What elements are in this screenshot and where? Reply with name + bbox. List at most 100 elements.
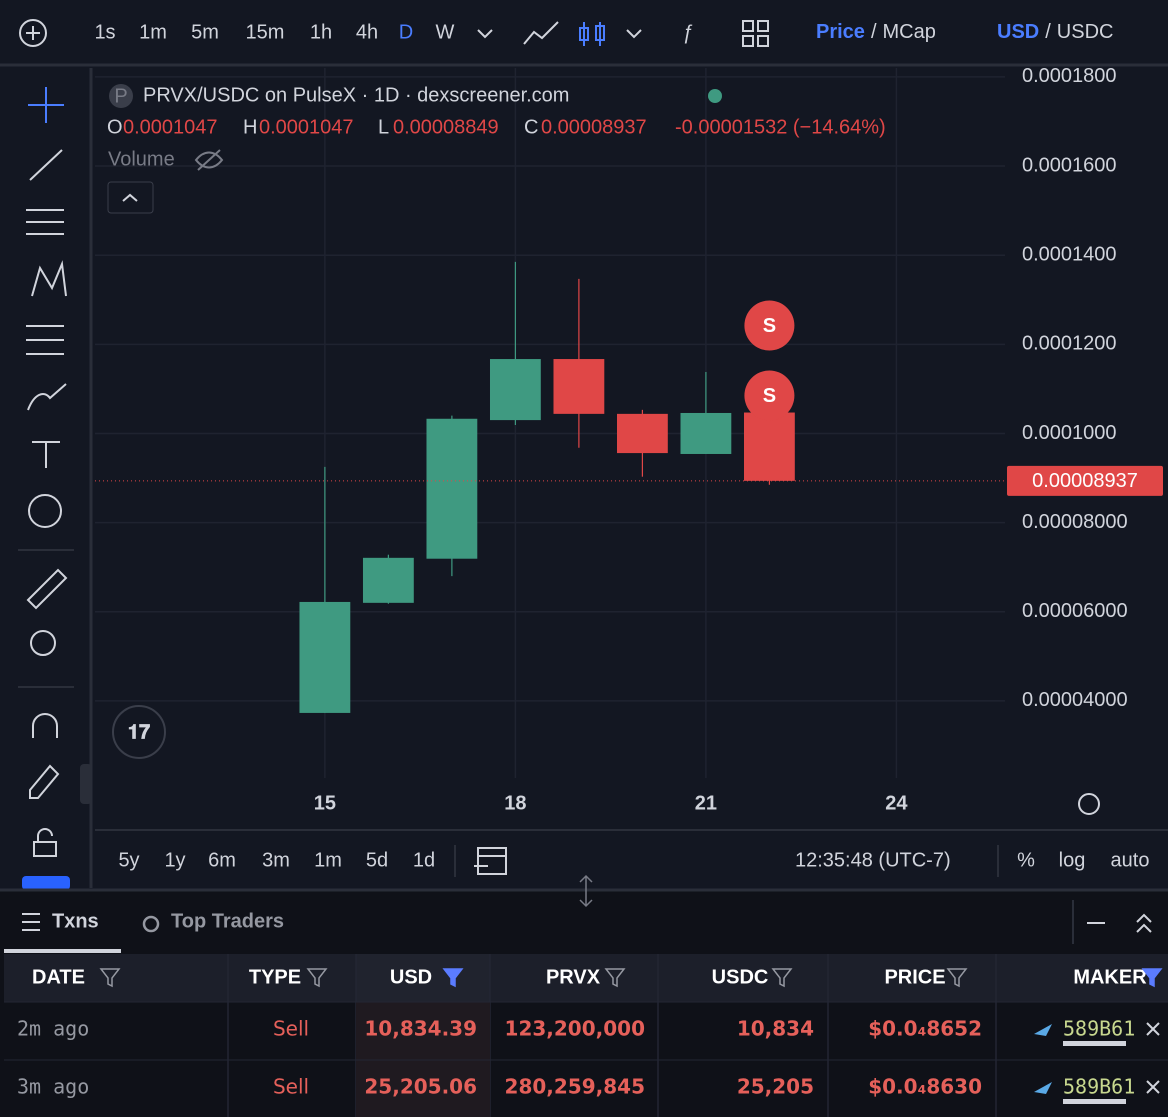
volume-label: Volume xyxy=(108,148,175,170)
hide-tool[interactable] xyxy=(22,876,70,890)
range-button[interactable]: 6m xyxy=(208,849,236,871)
x-tick-label: 24 xyxy=(885,792,908,814)
filter-icon[interactable] xyxy=(946,968,968,988)
magnet-tool[interactable] xyxy=(32,713,58,738)
y-tick-label: 0.0001400 xyxy=(1022,243,1117,265)
column-header[interactable]: USD xyxy=(390,966,432,988)
crosshair-tool[interactable] xyxy=(28,87,64,123)
fib-tool[interactable] xyxy=(26,209,64,235)
filter-icon[interactable] xyxy=(99,968,121,988)
text-tool[interactable] xyxy=(32,441,60,468)
collapse-toolbar[interactable] xyxy=(80,764,92,804)
scale-option[interactable]: log xyxy=(1059,849,1086,871)
range-button[interactable]: 1m xyxy=(314,849,342,871)
projection-tool[interactable] xyxy=(26,325,64,355)
legend-value: 0.00008937 xyxy=(541,116,647,138)
tab[interactable]: Top Traders xyxy=(171,910,284,932)
usdc-option[interactable]: USDC xyxy=(1057,21,1114,43)
brush-tool[interactable] xyxy=(27,383,67,411)
lock-drawing-tool[interactable] xyxy=(29,764,60,799)
range-button[interactable]: 5d xyxy=(366,849,388,871)
collapse-legend[interactable] xyxy=(107,181,154,214)
hide-volume-icon[interactable] xyxy=(194,149,224,171)
filter-icon[interactable] xyxy=(771,968,793,988)
tab[interactable]: Txns xyxy=(52,910,99,932)
price-mcap-toggle[interactable]: Price / MCap xyxy=(816,21,936,43)
add-icon[interactable] xyxy=(19,19,47,47)
transactions-panel xyxy=(0,890,1168,1117)
indicator-icon[interactable]: ƒ xyxy=(682,21,693,43)
dropdown-icon[interactable] xyxy=(477,29,493,39)
tv-logo[interactable] xyxy=(112,705,166,759)
column-header[interactable]: MAKER xyxy=(1073,966,1147,988)
chart-title: PRVX/USDC on PulseX · 1D · dexscreener.c… xyxy=(143,84,569,106)
lock-tool[interactable] xyxy=(33,828,57,857)
candle-body xyxy=(616,413,668,454)
interval-button[interactable]: D xyxy=(399,21,413,43)
usd-option[interactable]: USD xyxy=(997,21,1039,43)
range-button[interactable]: 1d xyxy=(413,849,435,871)
y-tick-label: 0.0001200 xyxy=(1022,333,1117,355)
filter-icon[interactable] xyxy=(604,968,626,988)
column-header[interactable]: TYPE xyxy=(249,966,301,988)
x-tick-label: 21 xyxy=(695,792,717,814)
dismiss-icon[interactable] xyxy=(1146,1022,1160,1036)
table-header xyxy=(4,954,1168,1002)
dismiss-icon[interactable] xyxy=(1146,1080,1160,1094)
last-price-tag xyxy=(1007,465,1163,496)
ruler-tool[interactable] xyxy=(26,568,68,610)
candle-body xyxy=(362,557,414,603)
trade-marker-label: S xyxy=(763,385,776,407)
scale-option[interactable]: % xyxy=(1017,849,1035,871)
drawing-toolbar xyxy=(0,68,90,888)
range-button[interactable]: 5y xyxy=(118,849,139,871)
symbol-icon-letter: P xyxy=(114,85,127,107)
scale-option[interactable]: auto xyxy=(1111,849,1150,871)
cell: Sell xyxy=(273,1075,309,1099)
usd-cell-bg xyxy=(356,1060,490,1117)
cell: 123,200,000 xyxy=(505,1017,645,1041)
trade-marker[interactable] xyxy=(744,300,795,351)
legend-key: O xyxy=(107,116,123,138)
filter-icon[interactable] xyxy=(1141,968,1163,988)
dropdown-icon[interactable] xyxy=(626,29,642,39)
currency-toggle[interactable]: USD / USDC xyxy=(997,21,1113,43)
trend-line-tool[interactable] xyxy=(29,149,63,181)
maker-bar xyxy=(1063,1041,1126,1046)
column-header[interactable]: DATE xyxy=(32,966,85,988)
resize-handle[interactable] xyxy=(579,874,593,908)
interval-button[interactable]: 5m xyxy=(191,21,219,43)
interval-button[interactable]: 1h xyxy=(310,21,332,43)
filter-icon[interactable] xyxy=(442,968,464,988)
column-header[interactable]: PRICE xyxy=(884,966,945,988)
filter-icon[interactable] xyxy=(306,968,328,988)
maximize-icon[interactable] xyxy=(1136,913,1152,933)
interval-button[interactable]: 1s xyxy=(94,21,115,43)
x-tick-label: 15 xyxy=(314,792,336,814)
legend-value: 0.0001047 xyxy=(259,116,354,138)
interval-button[interactable]: 4h xyxy=(356,21,378,43)
trade-marker-label: S xyxy=(763,315,776,337)
candle-icon[interactable] xyxy=(579,22,605,46)
collapse-icon xyxy=(122,193,138,202)
range-button[interactable]: 3m xyxy=(262,849,290,871)
maker-icon xyxy=(1034,1082,1052,1094)
line-chart-icon[interactable] xyxy=(523,21,559,45)
range-button[interactable]: 1y xyxy=(164,849,185,871)
zoom-tool[interactable] xyxy=(30,630,56,656)
interval-button[interactable]: 15m xyxy=(246,21,285,43)
emoji-tool[interactable] xyxy=(28,494,62,528)
pattern-tool[interactable] xyxy=(31,260,67,297)
mcap-option[interactable]: MCap xyxy=(883,21,936,43)
interval-button[interactable]: W xyxy=(436,21,455,43)
settings-icon[interactable] xyxy=(1078,793,1100,815)
goto-date-icon[interactable] xyxy=(474,847,507,875)
cell: $0.0₄8652 xyxy=(868,1017,982,1041)
layout-icon[interactable] xyxy=(742,20,769,47)
trade-marker[interactable] xyxy=(744,370,795,421)
column-header[interactable]: PRVX xyxy=(546,966,601,988)
price-option[interactable]: Price xyxy=(816,21,865,43)
interval-button[interactable]: 1m xyxy=(139,21,167,43)
cell: 280,259,845 xyxy=(505,1075,645,1099)
column-header[interactable]: USDC xyxy=(712,966,769,988)
